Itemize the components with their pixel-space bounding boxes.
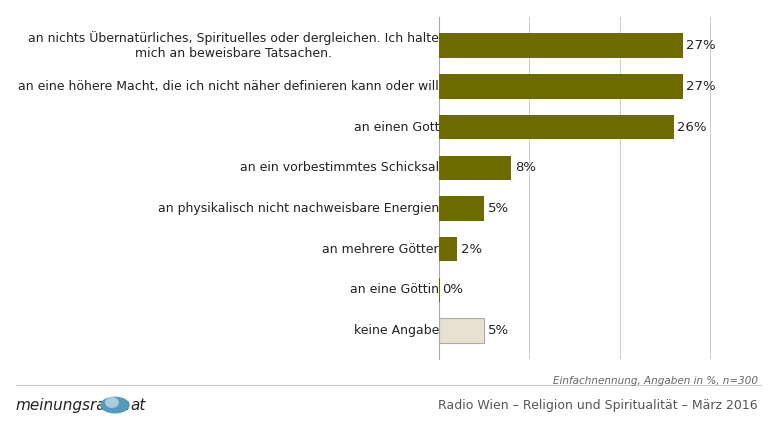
Bar [439, 34, 683, 58]
Text: keine Angabe: keine Angabe [354, 324, 439, 337]
Text: 27%: 27% [686, 39, 716, 52]
Text: an ein vorbestimmtes Schicksal: an ein vorbestimmtes Schicksal [240, 161, 439, 174]
Text: an physikalisch nicht nachweisbare Energien: an physikalisch nicht nachweisbare Energ… [158, 202, 439, 215]
Text: at: at [131, 398, 146, 412]
Text: an eine höhere Macht, die ich nicht näher definieren kann oder will: an eine höhere Macht, die ich nicht nähe… [18, 80, 439, 93]
Bar [439, 196, 484, 221]
Text: Einfachnennung, Angaben in %, n=300: Einfachnennung, Angaben in %, n=300 [552, 376, 758, 386]
Bar [439, 237, 457, 261]
Bar [439, 115, 674, 139]
Text: an einen Gott: an einen Gott [354, 120, 439, 134]
Text: 27%: 27% [686, 80, 716, 93]
Bar [439, 318, 484, 343]
Text: 26%: 26% [678, 120, 707, 134]
Text: an eine Göttin: an eine Göttin [350, 283, 439, 296]
Text: an nichts Übernatürliches, Spirituelles oder dergleichen. Ich halte
mich an bewe: an nichts Übernatürliches, Spirituelles … [28, 31, 439, 60]
Text: meinungsraum: meinungsraum [16, 398, 131, 412]
Bar [439, 74, 683, 98]
Text: 2%: 2% [461, 243, 482, 256]
Bar [439, 278, 441, 302]
Text: an mehrere Götter: an mehrere Götter [322, 243, 439, 256]
Text: 8%: 8% [515, 161, 536, 174]
Text: Radio Wien – Religion und Spiritualität – März 2016: Radio Wien – Religion und Spiritualität … [438, 399, 758, 412]
Text: 5%: 5% [488, 324, 509, 337]
Text: 5%: 5% [488, 202, 509, 215]
Text: 0%: 0% [443, 283, 464, 296]
Bar [439, 156, 511, 180]
